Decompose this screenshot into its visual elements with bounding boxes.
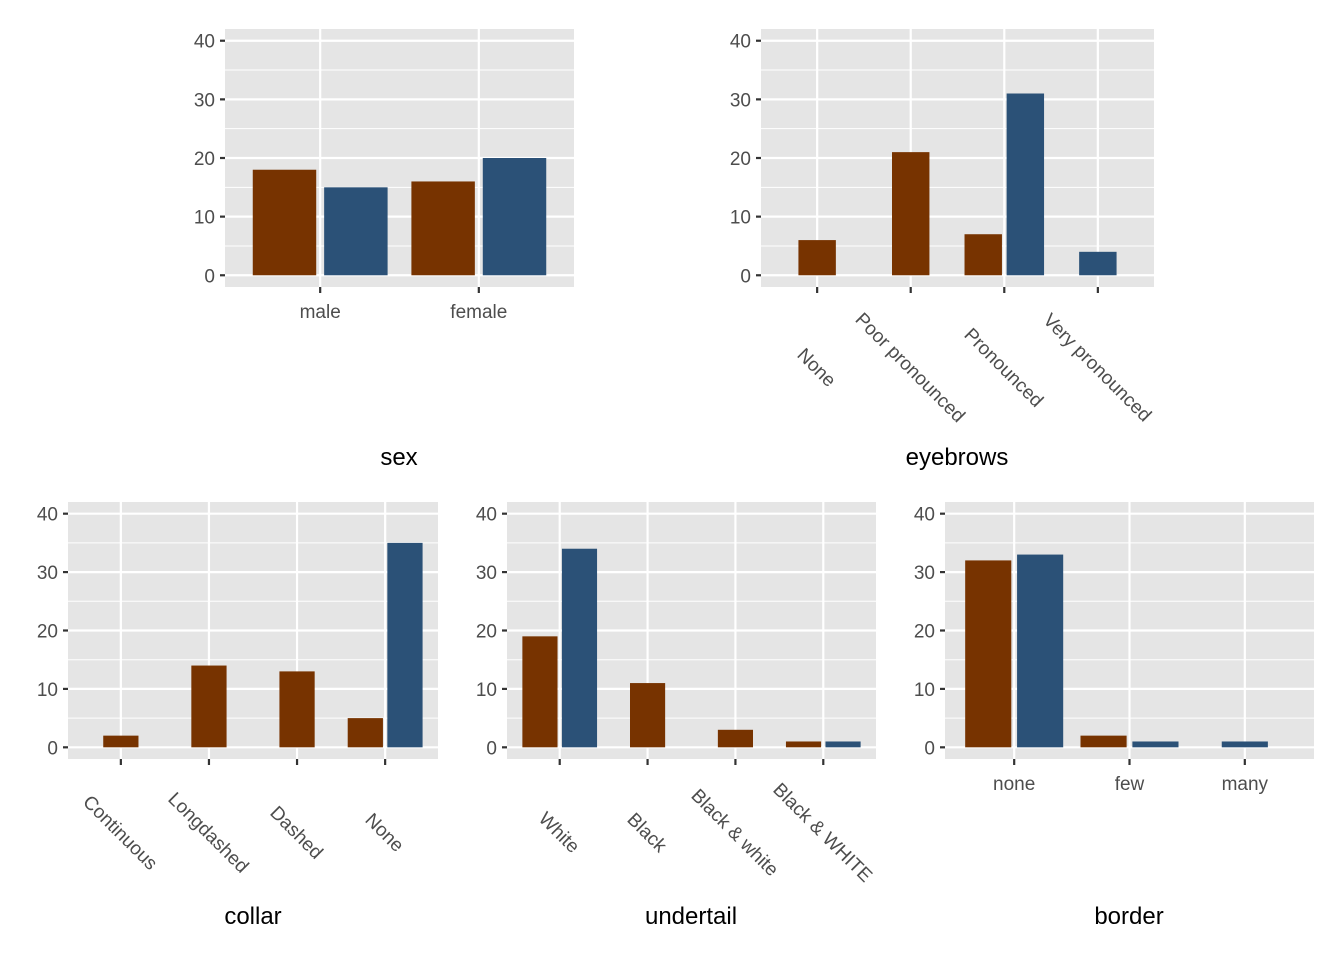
x-tick-label: Continuous <box>78 792 161 875</box>
y-tick-label: 0 <box>47 738 58 759</box>
bar-longdashed-series1 <box>191 665 227 748</box>
y-tick-label: 30 <box>730 90 751 111</box>
y-tick-label: 10 <box>730 208 751 229</box>
bar-white-series1 <box>522 636 558 748</box>
panel-sex: 0 10 20 30 40 male female sex <box>194 29 574 471</box>
bar-pronounced-series2 <box>1006 93 1045 276</box>
y-tick-label: 10 <box>476 680 497 701</box>
y-tick-label: 10 <box>37 680 58 701</box>
x-tick-label: Longdashed <box>163 789 252 878</box>
y-tick-label: 20 <box>914 622 935 643</box>
y-tick-label: 20 <box>194 149 215 170</box>
bar-black-white-series1 <box>717 729 753 748</box>
x-tick-label: Black <box>623 809 671 857</box>
x-tick-label: Black & WHITE <box>769 779 876 886</box>
y-tick-label: 30 <box>37 563 58 584</box>
y-tick-label: 10 <box>194 208 215 229</box>
bar-black-white-series1 <box>785 741 822 748</box>
bar-continuous-series1 <box>103 735 139 748</box>
y-tick-label: 40 <box>37 505 58 526</box>
y-tick-label: 30 <box>914 563 935 584</box>
x-axis-title: undertail <box>645 903 737 930</box>
y-tick-label: 0 <box>740 266 751 287</box>
y-tick-label: 20 <box>476 622 497 643</box>
panel-border: 0 10 20 30 40 none few many border <box>914 502 1314 930</box>
panel-eyebrows: 0 10 20 30 40 None Poor pronouncedPronouncedVe… <box>730 29 1155 471</box>
bar-many-series2 <box>1221 741 1268 748</box>
x-tick-label: Dashed <box>265 802 326 863</box>
y-tick-label: 40 <box>476 505 497 526</box>
y-tick-label: 0 <box>924 738 935 759</box>
bar-black-white-series2 <box>825 741 861 748</box>
x-tick-label: male <box>300 302 341 323</box>
x-tick-label: Pronounced <box>960 324 1047 411</box>
x-tick-label: Poor pronounced <box>851 309 969 427</box>
y-tick-label: 0 <box>204 266 215 287</box>
bar-dashed-series1 <box>279 671 315 748</box>
bar-pronounced-series1 <box>964 234 1002 276</box>
bar-none-series2 <box>1017 554 1064 748</box>
x-tick-label: Very pronounced <box>1039 310 1155 426</box>
x-tick-label: none <box>993 774 1035 795</box>
bar-female-series2 <box>482 158 547 276</box>
x-axis-title: border <box>1094 903 1163 930</box>
y-tick-label: 0 <box>486 738 497 759</box>
x-tick-label: many <box>1222 774 1269 795</box>
x-axis-title: eyebrows <box>906 444 1009 471</box>
y-tick-label: 20 <box>730 149 751 170</box>
bar-very-pronounced-series2 <box>1079 251 1117 276</box>
x-tick-label: None <box>793 345 840 392</box>
y-tick-label: 40 <box>914 505 935 526</box>
y-tick-label: 20 <box>37 622 58 643</box>
bar-few-series1 <box>1080 735 1127 748</box>
x-tick-label: female <box>450 302 507 323</box>
x-axis-title: collar <box>224 903 281 930</box>
bar-none-series1 <box>965 560 1012 748</box>
x-axis-title: sex <box>380 444 417 471</box>
bar-female-series1 <box>411 181 475 276</box>
bar-male-series2 <box>324 187 388 276</box>
bar-black-series1 <box>630 683 666 748</box>
bar-poor-pronounced-series1 <box>892 152 930 276</box>
x-tick-label: Black & white <box>687 785 782 880</box>
bar-none-series1 <box>347 718 383 748</box>
y-tick-label: 30 <box>194 90 215 111</box>
panel-collar: 0 10 20 30 40 Continuous Longdashed Dashed None c… <box>37 502 438 930</box>
y-tick-label: 30 <box>476 563 497 584</box>
bar-none-series2 <box>387 542 423 748</box>
bar-white-series2 <box>561 548 598 748</box>
y-tick-label: 40 <box>194 32 215 53</box>
x-tick-label: few <box>1115 774 1145 795</box>
x-tick-label: White <box>534 808 583 857</box>
bar-few-series2 <box>1132 741 1179 748</box>
bar-none-series1 <box>798 240 836 276</box>
y-tick-label: 10 <box>914 680 935 701</box>
x-tick-label: None <box>361 810 408 857</box>
y-tick-label: 40 <box>730 32 751 53</box>
bar-male-series1 <box>252 169 317 276</box>
